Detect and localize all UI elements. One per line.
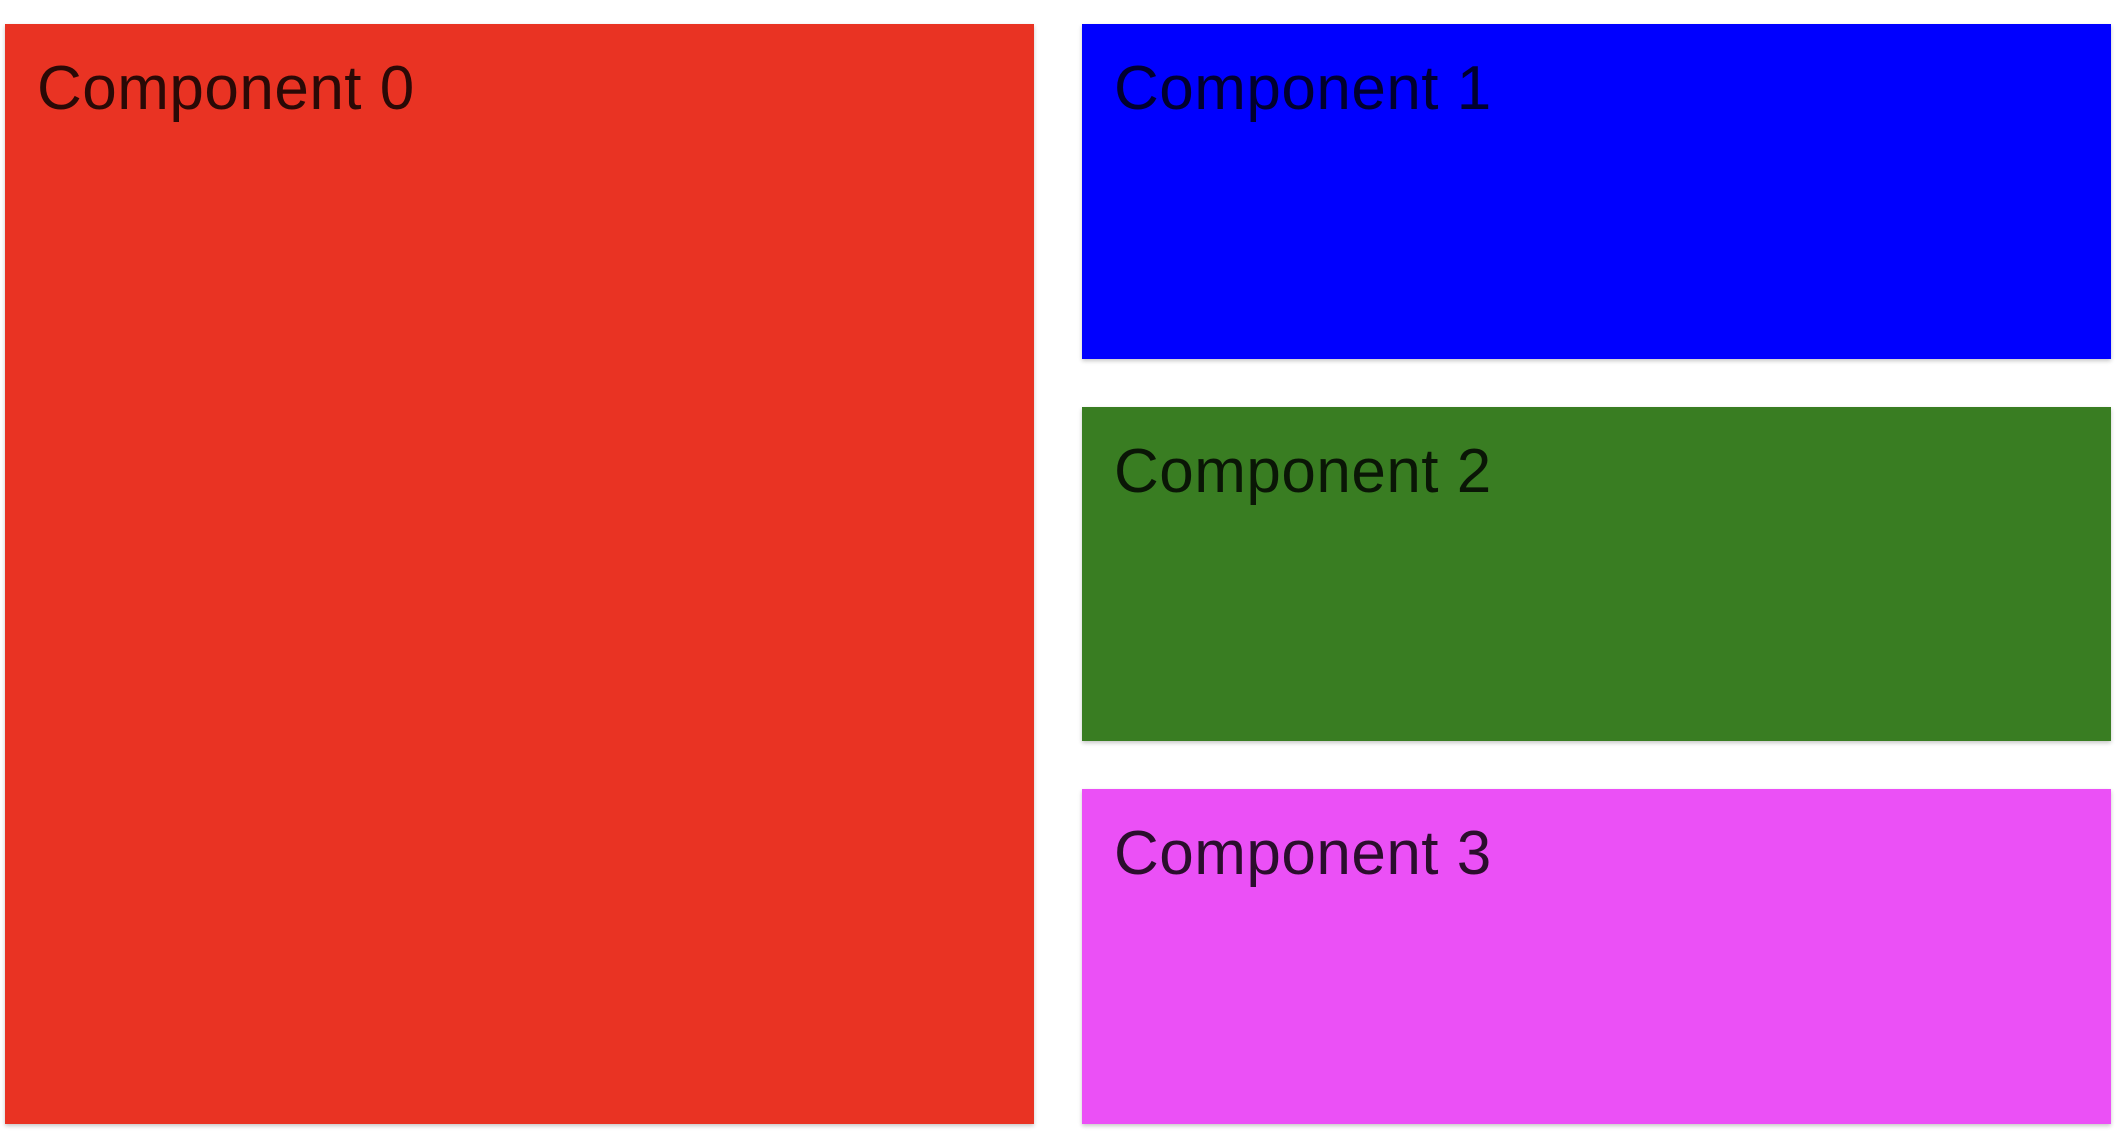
component-3-label: Component 3 — [1114, 819, 1492, 888]
component-1-panel: Component 1 — [1082, 24, 2111, 359]
component-2-panel: Component 2 — [1082, 407, 2111, 741]
component-2-label: Component 2 — [1114, 437, 1492, 506]
component-0-label: Component 0 — [37, 54, 415, 123]
component-0-panel: Component 0 — [5, 24, 1034, 1124]
component-3-panel: Component 3 — [1082, 789, 2111, 1124]
component-1-label: Component 1 — [1114, 54, 1492, 123]
